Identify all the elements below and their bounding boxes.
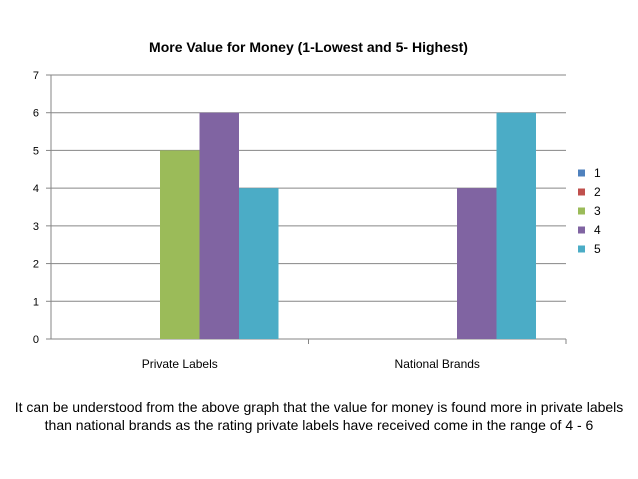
y-tick-label: 4 [33, 183, 39, 195]
y-tick-label: 1 [33, 296, 39, 308]
bar-private-labels-series-5 [239, 188, 279, 339]
bar-private-labels-series-3 [160, 150, 200, 339]
chart-title: More Value for Money (1-Lowest and 5- Hi… [149, 39, 468, 55]
legend-label-3: 3 [594, 204, 601, 218]
bar-national-brands-series-5 [496, 112, 536, 339]
x-tick-label: National Brands [395, 357, 480, 371]
chart-svg: More Value for Money (1-Lowest and 5- Hi… [33, 39, 601, 371]
y-tick-label: 6 [33, 108, 39, 120]
x-tick-label: Private Labels [142, 357, 218, 371]
y-tick-label: 0 [33, 334, 39, 346]
legend-label-4: 4 [594, 223, 601, 237]
bar-private-labels-series-4 [199, 112, 239, 339]
chart-caption: It can be understood from the above grap… [14, 399, 624, 433]
legend-label-5: 5 [594, 242, 601, 256]
y-tick-label: 2 [33, 259, 39, 271]
legend-swatch-2 [578, 188, 585, 196]
legend-swatch-5 [578, 245, 585, 253]
bar-chart: More Value for Money (1-Lowest and 5- Hi… [33, 39, 601, 371]
y-tick-label: 5 [33, 145, 39, 157]
legend-swatch-1 [578, 169, 585, 177]
y-tick-label: 7 [33, 70, 39, 82]
legend-label-2: 2 [594, 185, 601, 199]
legend-swatch-4 [578, 226, 585, 234]
legend-swatch-3 [578, 207, 585, 215]
legend-label-1: 1 [594, 166, 601, 180]
y-tick-label: 3 [33, 221, 39, 233]
bar-national-brands-series-4 [457, 188, 497, 339]
